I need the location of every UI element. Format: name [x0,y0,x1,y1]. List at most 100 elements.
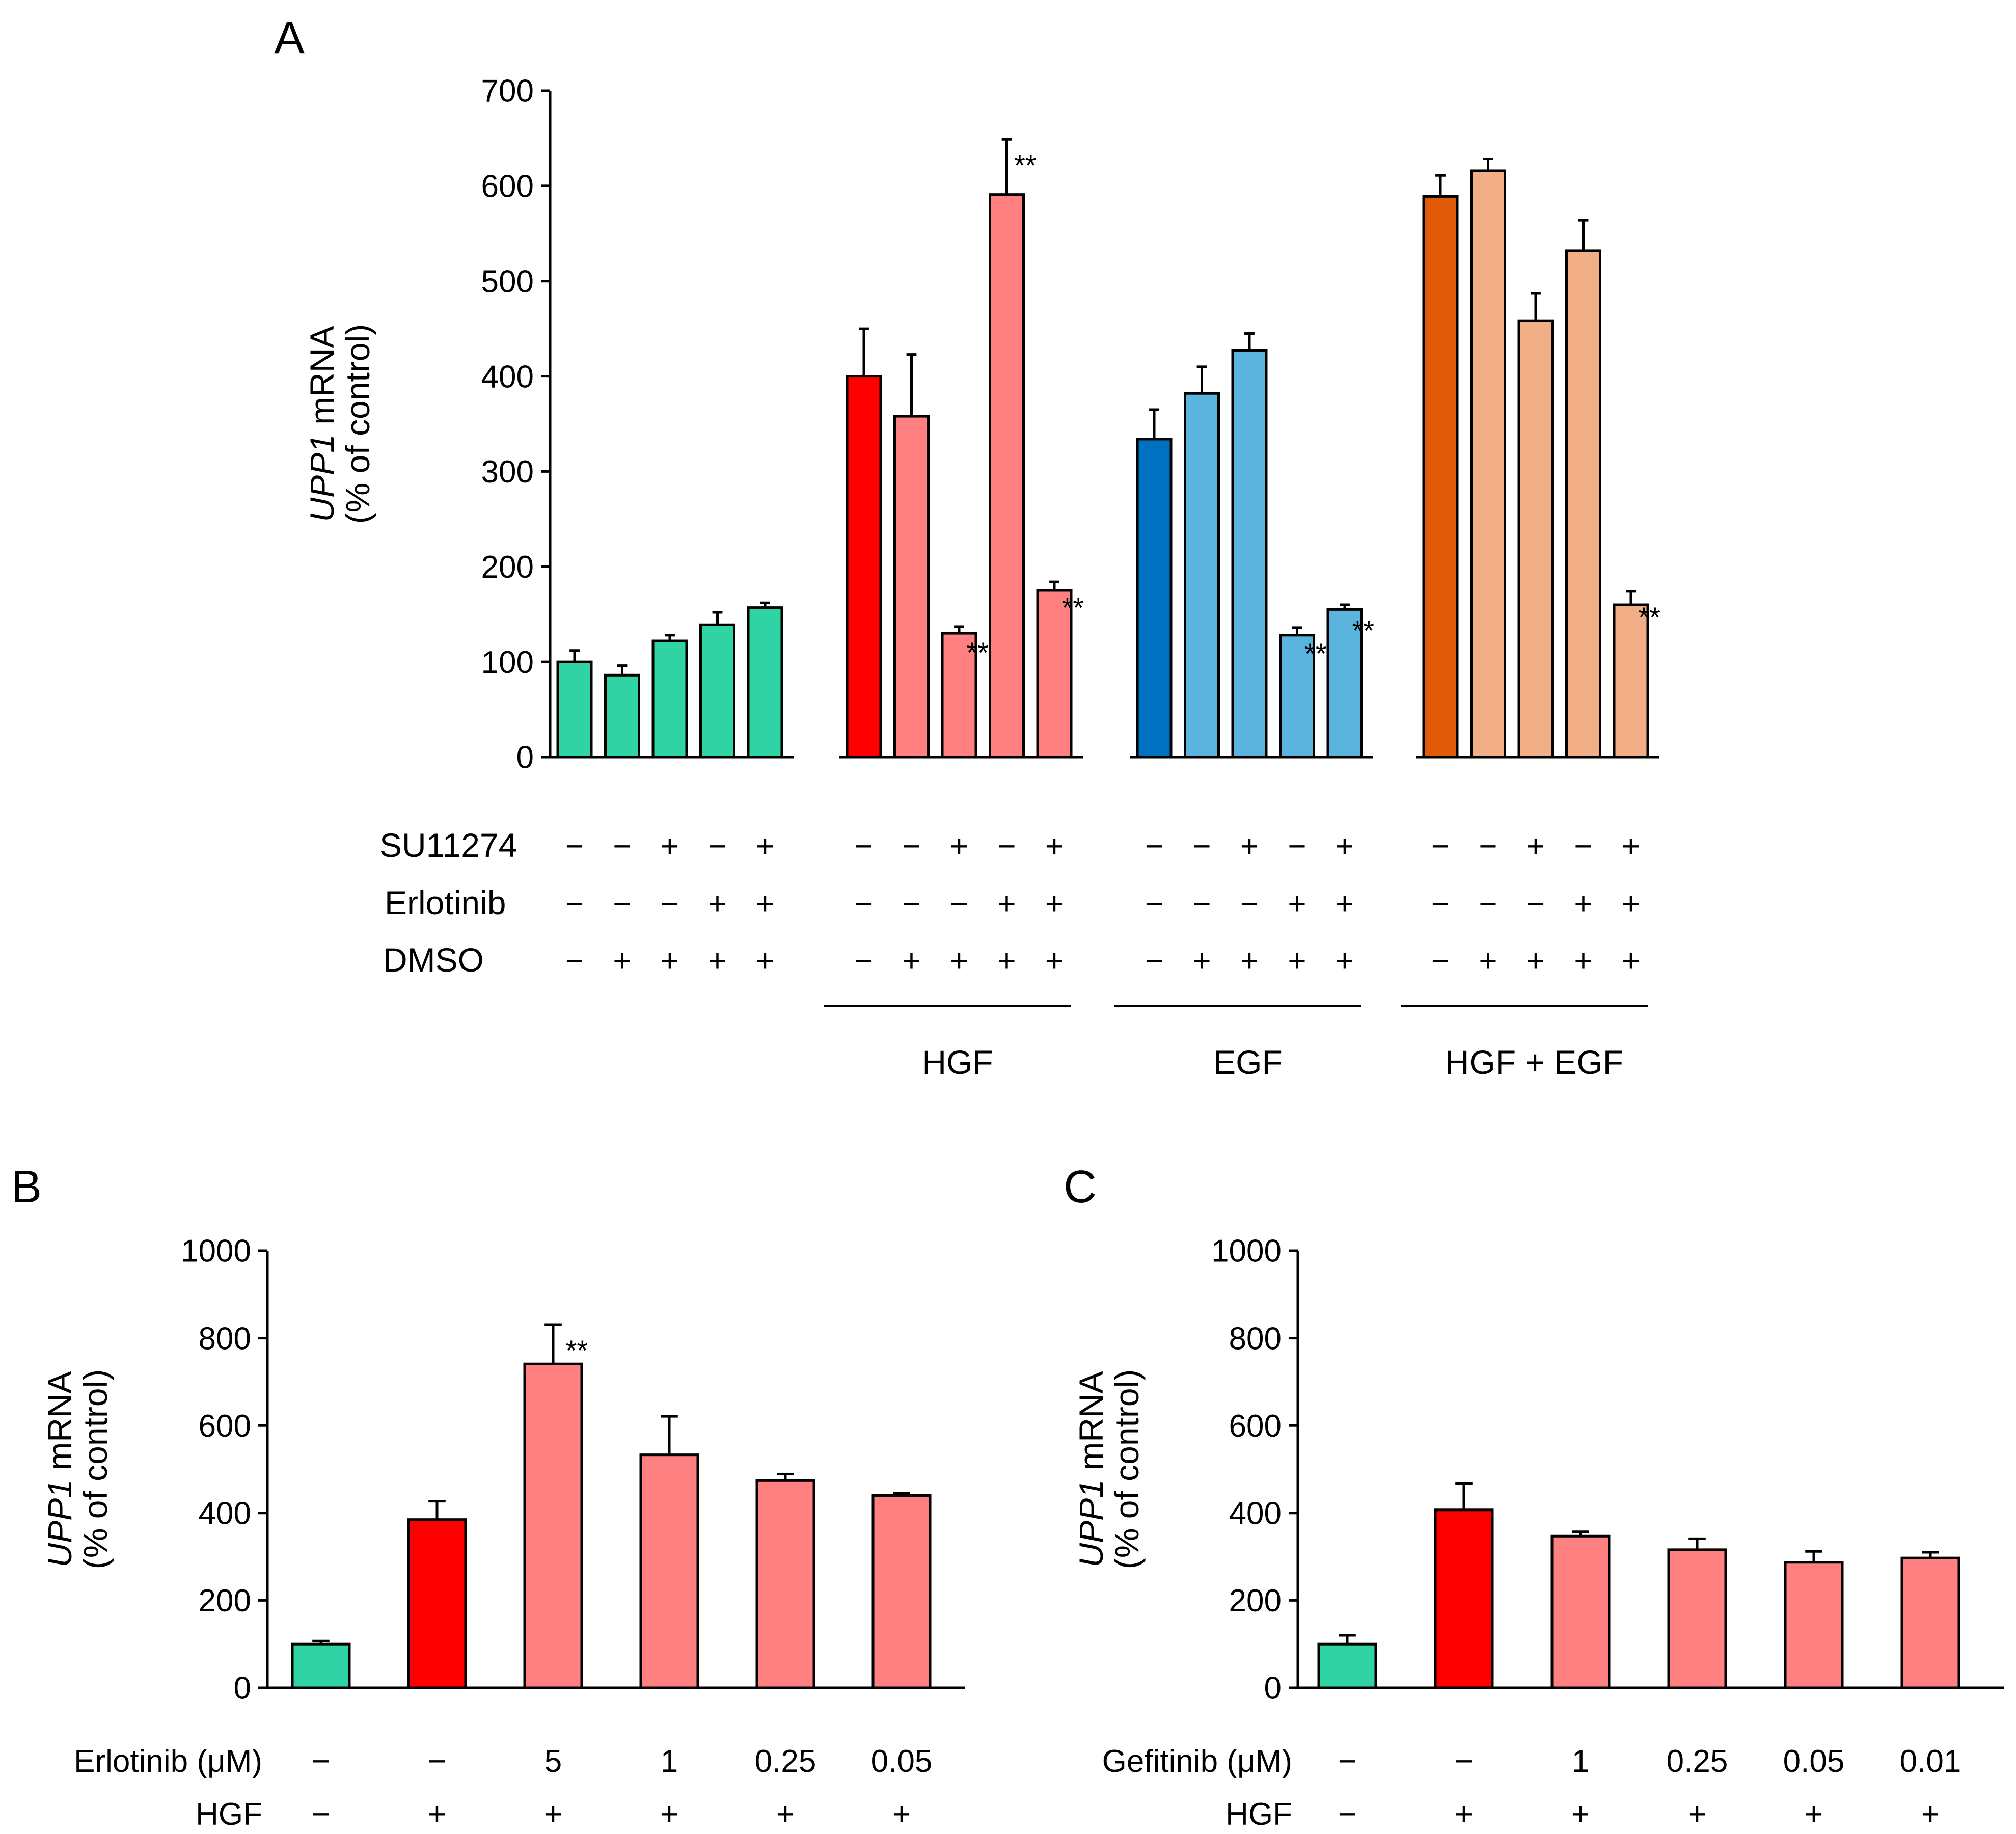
significance-mark: ** [1639,601,1661,633]
treatment-sign: − [1431,886,1450,922]
treatment-sign: + [902,943,920,979]
y-tick-label: 700 [481,74,534,109]
bar [651,639,688,759]
bar [1667,1548,1727,1689]
hgf-sign: + [892,1797,911,1832]
dose-value: 5 [544,1744,562,1779]
panel-label-c: C [1064,1162,1097,1212]
y-axis-label-gene: UPP1 [1072,1479,1110,1567]
treatment-sign: + [756,943,774,979]
bar [755,1479,815,1689]
treatment-sign: + [1336,943,1354,979]
bar [291,1642,351,1689]
bar [1279,634,1315,759]
treatment-sign: − [708,829,726,864]
bar [1784,1561,1844,1689]
y-tick-label: 800 [1229,1321,1282,1356]
y-axis-label: UPP1 mRNA [41,1371,78,1567]
dose-row-label: Gefitinib (μM) [1102,1744,1292,1779]
y-axis-label: UPP1 mRNA [303,326,341,522]
treatment-sign: − [1192,829,1211,864]
treatment-sign: − [855,886,873,922]
panel-label-a: A [274,13,305,64]
treatment-sign: − [902,829,920,864]
bar [1036,589,1073,759]
y-tick-label: 400 [1229,1496,1282,1531]
bar [1565,249,1601,759]
dose-value: 0.25 [1667,1744,1728,1779]
treatment-sign: − [902,886,920,922]
bar [639,1453,699,1689]
dose-value: − [312,1744,330,1779]
hgf-sign: + [544,1797,562,1832]
treatment-sign: − [950,886,968,922]
group-label: EGF [1213,1043,1283,1081]
treatment-sign: − [1240,886,1259,922]
treatment-sign: − [1145,829,1163,864]
treatment-sign: − [1288,829,1306,864]
hgf-sign: + [1921,1797,1940,1832]
bar [1434,1508,1494,1689]
chart-b: 0 200 400 600 800 1000 UPP1 mRNA(% of control)… [41,1234,965,1832]
dose-row-label: Erlotinib (μM) [74,1744,262,1779]
bar [1613,603,1649,759]
treatment-sign: + [661,829,679,864]
treatment-sign: + [1045,829,1064,864]
treatment-sign: − [565,943,584,979]
dose-value: 1 [661,1744,678,1779]
treatment-sign: − [1431,943,1450,979]
dose-value: 0.25 [755,1744,816,1779]
treatment-sign: − [1574,829,1592,864]
dose-value: 0.05 [871,1744,933,1779]
treatment-sign: + [1240,829,1259,864]
treatment-sign: + [1622,829,1640,864]
hgf-sign: + [1688,1797,1706,1832]
bar [1184,392,1220,759]
treatment-sign: + [1045,886,1064,922]
hgf-sign: + [428,1797,446,1832]
y-axis-label-gene: UPP1 [303,434,341,522]
treatment-sign: + [950,829,968,864]
treatment-sign: + [708,886,726,922]
bar [699,623,735,759]
treatment-sign: − [661,886,679,922]
y-tick-label: 500 [481,264,534,299]
bar [1231,349,1268,759]
bar [1317,1642,1377,1689]
treatment-sign: + [1288,943,1306,979]
bar [556,660,593,759]
treatment-sign: + [1288,886,1306,922]
treatment-sign: + [950,943,968,979]
treatment-sign: + [1622,943,1640,979]
hgf-sign: − [312,1797,330,1832]
dose-value: − [1455,1744,1473,1779]
bar [523,1362,583,1689]
y-tick-label: 0 [234,1671,251,1706]
treatment-row-label: SU11274 [379,826,517,864]
bar [871,1494,932,1689]
significance-mark: ** [1014,149,1037,181]
y-tick-label: 600 [1229,1409,1282,1444]
bar [941,632,977,759]
treatment-sign: + [1622,886,1640,922]
bar [893,415,930,759]
hgf-sign: + [776,1797,795,1832]
significance-mark: ** [566,1334,588,1366]
treatment-sign: + [708,943,726,979]
treatment-sign: − [1192,886,1211,922]
treatment-sign: + [1479,943,1497,979]
bar [1136,438,1173,759]
bar [1326,608,1363,759]
treatment-sign: + [756,829,774,864]
treatment-sign: − [1527,886,1545,922]
treatment-sign: + [1527,943,1545,979]
treatment-sign: + [1192,943,1211,979]
treatment-sign: + [1045,943,1064,979]
y-tick-label: 600 [199,1409,251,1444]
bar [989,193,1025,759]
y-axis-label-secondary: (% of control) [76,1369,114,1569]
significance-mark: ** [967,636,989,668]
treatment-sign: + [1240,943,1259,979]
dose-value: 0.01 [1900,1744,1961,1779]
